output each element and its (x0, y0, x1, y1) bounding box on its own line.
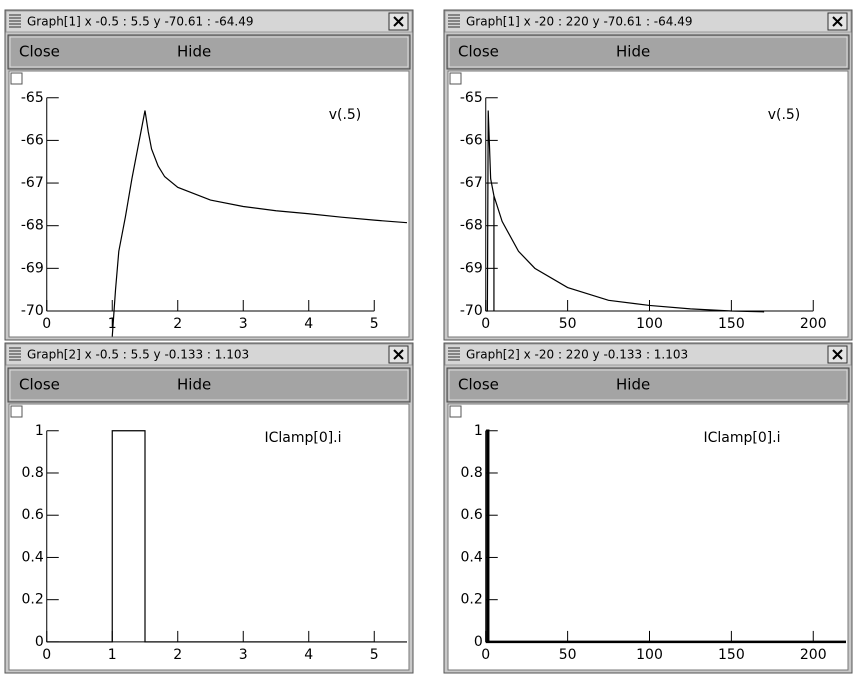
series-line (485, 110, 765, 313)
y-tick-label: -66 (460, 132, 483, 148)
y-tick-label: -65 (21, 90, 44, 106)
x-tick-label: 50 (559, 647, 577, 663)
close-x-icon (393, 349, 404, 360)
x-tick-label: 100 (636, 316, 663, 332)
title-bar (444, 10, 852, 33)
plot-area (447, 70, 849, 338)
x-tick-label: 0 (481, 316, 490, 332)
y-tick-label: -70 (21, 303, 44, 319)
y-tick-label: 0 (474, 634, 483, 650)
close-button[interactable]: Close (19, 43, 60, 61)
x-tick-label: 50 (559, 316, 577, 332)
x-tick-label: 200 (800, 647, 827, 663)
hide-button[interactable]: Hide (177, 43, 211, 61)
y-tick-label: 0.6 (460, 507, 482, 523)
y-tick-label: -68 (21, 218, 44, 234)
x-tick-label: 1 (108, 647, 117, 663)
plot-area (8, 70, 410, 338)
close-x-icon (393, 16, 404, 27)
x-tick-label: 100 (636, 647, 663, 663)
x-tick-label: 0 (42, 316, 51, 332)
title-bar (5, 10, 413, 33)
x-tick-label: 0 (481, 647, 490, 663)
y-tick-label: -68 (460, 218, 483, 234)
x-tick-label: 0 (42, 647, 51, 663)
menu-bar-inner (9, 36, 409, 68)
y-tick-label: 0.6 (21, 507, 43, 523)
close-button[interactable]: Close (458, 376, 499, 394)
plot-area (8, 403, 410, 671)
checkbox[interactable] (10, 72, 23, 85)
x-tick-label: 4 (304, 647, 313, 663)
menu-bar-inner (448, 369, 848, 401)
x-tick-label: 4 (304, 316, 313, 332)
close-button[interactable]: Close (458, 43, 499, 61)
y-tick-label: -67 (460, 175, 483, 191)
x-tick-label: 1 (108, 316, 117, 332)
window-title: Graph[1] x -0.5 : 5.5 y -70.61 : -64.49 (27, 15, 253, 29)
y-tick-label: 0.8 (21, 465, 43, 481)
x-tick-label: 150 (718, 647, 745, 663)
x-tick-label: 200 (800, 316, 827, 332)
y-tick-label: -66 (21, 132, 44, 148)
series-line (485, 429, 846, 644)
x-tick-label: 5 (370, 316, 379, 332)
close-button[interactable]: Close (19, 376, 60, 394)
checkbox[interactable] (449, 405, 462, 418)
x-tick-label: 2 (173, 316, 182, 332)
series-label: v(.5) (329, 107, 362, 123)
y-tick-label: 1 (35, 423, 44, 439)
title-bar (5, 343, 413, 366)
series-line (46, 430, 407, 643)
y-tick-label: 0.4 (460, 549, 482, 565)
y-tick-label: -65 (460, 90, 483, 106)
x-tick-label: 5 (370, 647, 379, 663)
hide-button[interactable]: Hide (616, 376, 650, 394)
y-tick-label: -69 (460, 260, 483, 276)
series-label: v(.5) (768, 107, 801, 123)
y-tick-label: -70 (460, 303, 483, 319)
series-label: IClamp[0].i (264, 430, 341, 446)
series-label: IClamp[0].i (703, 430, 780, 446)
x-tick-label: 3 (239, 316, 248, 332)
hide-button[interactable]: Hide (616, 43, 650, 61)
y-tick-label: 0.2 (460, 592, 482, 608)
menu-bar-inner (9, 369, 409, 401)
window-title: Graph[2] x -0.5 : 5.5 y -0.133 : 1.103 (27, 348, 249, 362)
y-tick-label: 0.8 (460, 465, 482, 481)
series-line (111, 110, 408, 337)
hide-button[interactable]: Hide (177, 376, 211, 394)
plot-area (447, 403, 849, 671)
menu-bar-inner (448, 36, 848, 68)
y-tick-label: 0.4 (21, 549, 43, 565)
checkbox[interactable] (10, 405, 23, 418)
title-bar (444, 343, 852, 366)
x-tick-label: 3 (239, 647, 248, 663)
window-title: Graph[2] x -20 : 220 y -0.133 : 1.103 (466, 348, 688, 362)
close-x-icon (832, 16, 843, 27)
window-title: Graph[1] x -20 : 220 y -70.61 : -64.49 (466, 15, 692, 29)
x-tick-label: 150 (718, 316, 745, 332)
checkbox[interactable] (449, 72, 462, 85)
y-tick-label: 0.2 (21, 592, 43, 608)
x-tick-label: 2 (173, 647, 182, 663)
y-tick-label: -69 (21, 260, 44, 276)
y-tick-label: -67 (21, 175, 44, 191)
y-tick-label: 1 (474, 423, 483, 439)
close-x-icon (832, 349, 843, 360)
y-tick-label: 0 (35, 634, 44, 650)
